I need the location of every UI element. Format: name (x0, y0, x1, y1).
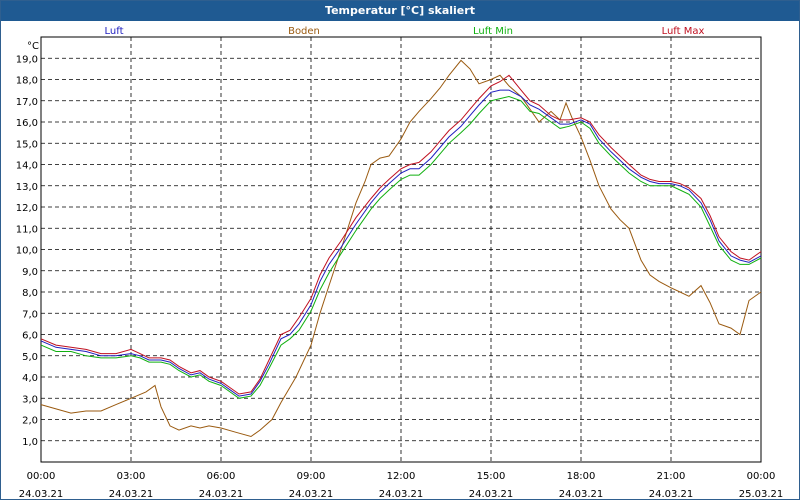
y-tick-label: 14,0 (16, 161, 38, 172)
legend-entry: Luft Max (662, 26, 705, 37)
x-tick-time: 12:00 (387, 471, 416, 482)
y-tick-label: 2,0 (22, 416, 38, 427)
y-tick-label: 15,0 (16, 139, 38, 150)
x-tick-time: 15:00 (477, 471, 506, 482)
window-title: Temperatur [°C] skaliert (1, 1, 799, 21)
series-line-boden (40, 59, 762, 438)
y-axis-unit: °C (27, 41, 39, 52)
x-tick-date: 24.03.21 (469, 489, 514, 499)
y-tick-label: 11,0 (16, 224, 38, 235)
y-tick-label: 7,0 (22, 309, 38, 320)
x-axis: 00:00 24.03.21 03:00 24.03.21 06:00 24.03.21 0… (19, 471, 784, 499)
x-tick-time: 00:00 (27, 471, 56, 482)
legend-entry: Boden (288, 26, 320, 37)
x-tick-time: 18:00 (567, 471, 596, 482)
y-tick-label: 18,0 (16, 76, 38, 87)
y-tick-label: 19,0 (16, 54, 38, 65)
legend-entry: Luft (105, 26, 124, 37)
x-tick-date: 24.03.21 (649, 489, 694, 499)
y-tick-label: 13,0 (16, 182, 38, 193)
y-tick-label: 17,0 (16, 97, 38, 108)
x-tick-date: 24.03.21 (379, 489, 424, 499)
x-tick-date: 24.03.21 (559, 489, 604, 499)
y-tick-label: 9,0 (22, 267, 38, 278)
x-tick-time: 00:00 (747, 471, 776, 482)
legend: Luft Boden Luft Min Luft Max (105, 26, 705, 37)
y-tick-label: 4,0 (22, 373, 38, 384)
series-line-luft-max (40, 74, 762, 395)
x-tick-date: 24.03.21 (109, 489, 154, 499)
y-tick-label: 1,0 (22, 437, 38, 448)
y-tick-label: 6,0 (22, 331, 38, 342)
series-line-luft-min (40, 95, 762, 399)
x-tick-date: 24.03.21 (199, 489, 244, 499)
y-tick-label: 3,0 (22, 394, 38, 405)
temperature-chart: Luft Boden Luft Min Luft Max 1,0 2,0 3,0 4,0 5,… (16, 26, 784, 499)
grid (41, 37, 761, 462)
x-tick-time: 21:00 (657, 471, 686, 482)
x-tick-date: 24.03.21 (19, 489, 64, 499)
x-tick-time: 06:00 (207, 471, 236, 482)
series-line-luft (40, 89, 762, 397)
y-tick-label: 16,0 (16, 118, 38, 129)
x-tick-time: 03:00 (117, 471, 146, 482)
x-tick-date: 24.03.21 (289, 489, 334, 499)
x-tick-time: 09:00 (297, 471, 326, 482)
y-tick-label: 5,0 (22, 352, 38, 363)
x-tick-date: 25.03.21 (739, 489, 784, 499)
y-tick-label: 10,0 (16, 246, 38, 257)
series-lines (40, 59, 762, 438)
y-tick-label: 8,0 (22, 288, 38, 299)
y-tick-label: 12,0 (16, 203, 38, 214)
legend-entry: Luft Min (473, 26, 513, 37)
y-axis: 1,0 2,0 3,0 4,0 5,0 6,0 7,0 8,0 9,0 10,0 11,0 12,0 1… (16, 41, 39, 448)
